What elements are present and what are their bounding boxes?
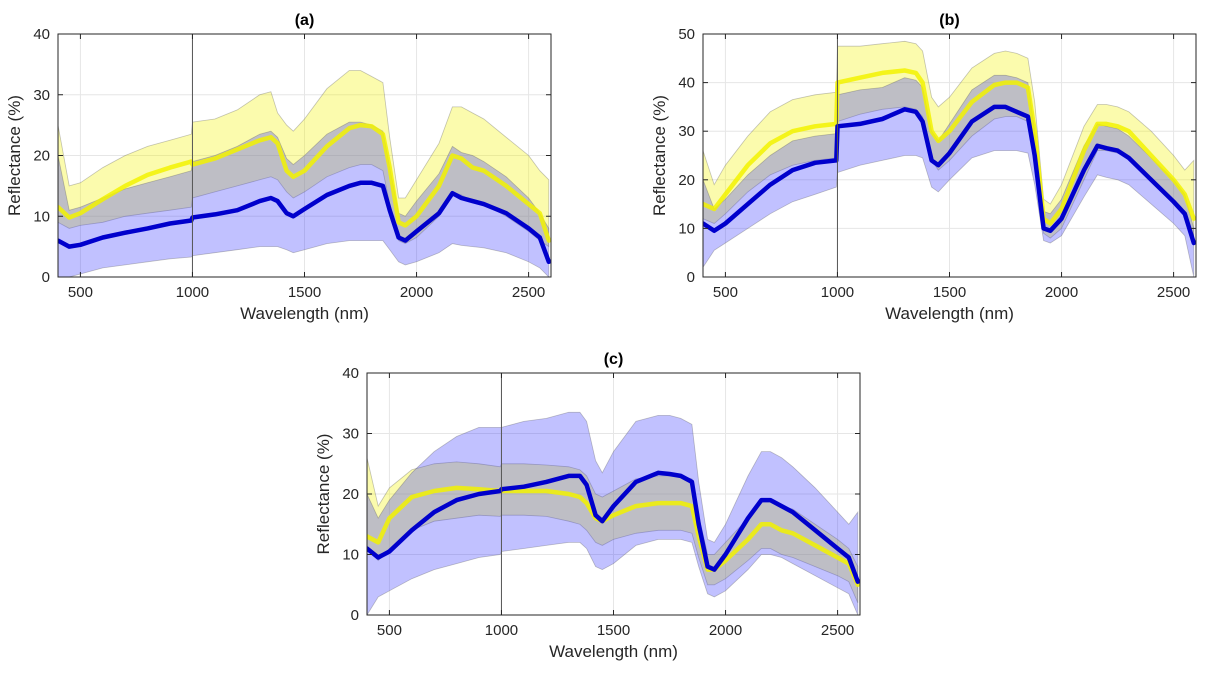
y-tick-label: 0 bbox=[42, 269, 50, 286]
panel-title: (c) bbox=[604, 351, 624, 368]
y-tick-label: 50 bbox=[678, 26, 695, 43]
data-layer bbox=[367, 411, 860, 615]
y-tick-label: 30 bbox=[342, 426, 359, 443]
x-tick-label: 500 bbox=[377, 622, 402, 639]
std-band-2 bbox=[703, 74, 1195, 277]
mean-line-2 bbox=[58, 180, 551, 265]
y-tick-label: 0 bbox=[687, 269, 695, 286]
panel-title: (a) bbox=[295, 12, 315, 29]
chart-panel-3: 500 1000 1500 2000 2500 0 10 20 30 40 (c) Wavelengt… bbox=[314, 351, 861, 661]
y-tick-label: 20 bbox=[342, 486, 359, 503]
x-tick-label: 2000 bbox=[1045, 284, 1078, 301]
x-tick-label: 1500 bbox=[288, 284, 321, 301]
data-layer bbox=[58, 70, 551, 277]
y-tick-label: 10 bbox=[678, 220, 695, 237]
chart-panel-2: 500 1000 1500 2000 2500 0 10 20 30 40 50 (b) Wavelen… bbox=[650, 12, 1197, 323]
chart-panel-1: 500 1000 1500 2000 2500 0 10 20 30 40 (a) Wavelengt… bbox=[5, 12, 552, 323]
x-tick-label: 1000 bbox=[485, 622, 518, 639]
y-tick-label: 10 bbox=[33, 208, 50, 225]
y-tick-label: 30 bbox=[678, 123, 695, 140]
x-tick-label: 2500 bbox=[821, 622, 854, 639]
mean-line-1 bbox=[703, 68, 1196, 226]
x-tick-label: 500 bbox=[713, 284, 738, 301]
mean-line-2 bbox=[367, 470, 860, 584]
x-tick-label: 2000 bbox=[400, 284, 433, 301]
x-tick-label: 2000 bbox=[709, 622, 742, 639]
y-tick-label: 40 bbox=[342, 365, 359, 382]
y-tick-label: 40 bbox=[678, 75, 695, 92]
mean-line-2 bbox=[703, 104, 1196, 246]
y-tick-label: 20 bbox=[33, 148, 50, 165]
y-tick-label: 30 bbox=[33, 87, 50, 104]
x-tick-label: 500 bbox=[68, 284, 93, 301]
y-tick-label: 10 bbox=[342, 547, 359, 564]
x-tick-label: 1000 bbox=[821, 284, 854, 301]
std-band-2 bbox=[58, 121, 550, 277]
y-tick-label: 0 bbox=[351, 607, 359, 624]
y-tick-label: 20 bbox=[678, 172, 695, 189]
data-layer bbox=[703, 40, 1196, 277]
x-tick-label: 2500 bbox=[512, 284, 545, 301]
x-tick-label: 1500 bbox=[597, 622, 630, 639]
panel-title: (b) bbox=[939, 12, 959, 29]
x-tick-label: 1000 bbox=[176, 284, 209, 301]
x-tick-label: 1500 bbox=[933, 284, 966, 301]
mean-line-1 bbox=[58, 122, 551, 243]
y-tick-label: 40 bbox=[33, 26, 50, 43]
x-tick-label: 2500 bbox=[1157, 284, 1190, 301]
y-axis-label: Reflectance (%) bbox=[314, 434, 333, 555]
mean-line-1 bbox=[367, 485, 860, 588]
y-axis-label: Reflectance (%) bbox=[650, 95, 669, 216]
x-axis-label: Wavelength (nm) bbox=[240, 304, 369, 323]
x-axis-label: Wavelength (nm) bbox=[549, 642, 678, 661]
y-axis-label: Reflectance (%) bbox=[5, 95, 24, 216]
x-axis-label: Wavelength (nm) bbox=[885, 304, 1014, 323]
